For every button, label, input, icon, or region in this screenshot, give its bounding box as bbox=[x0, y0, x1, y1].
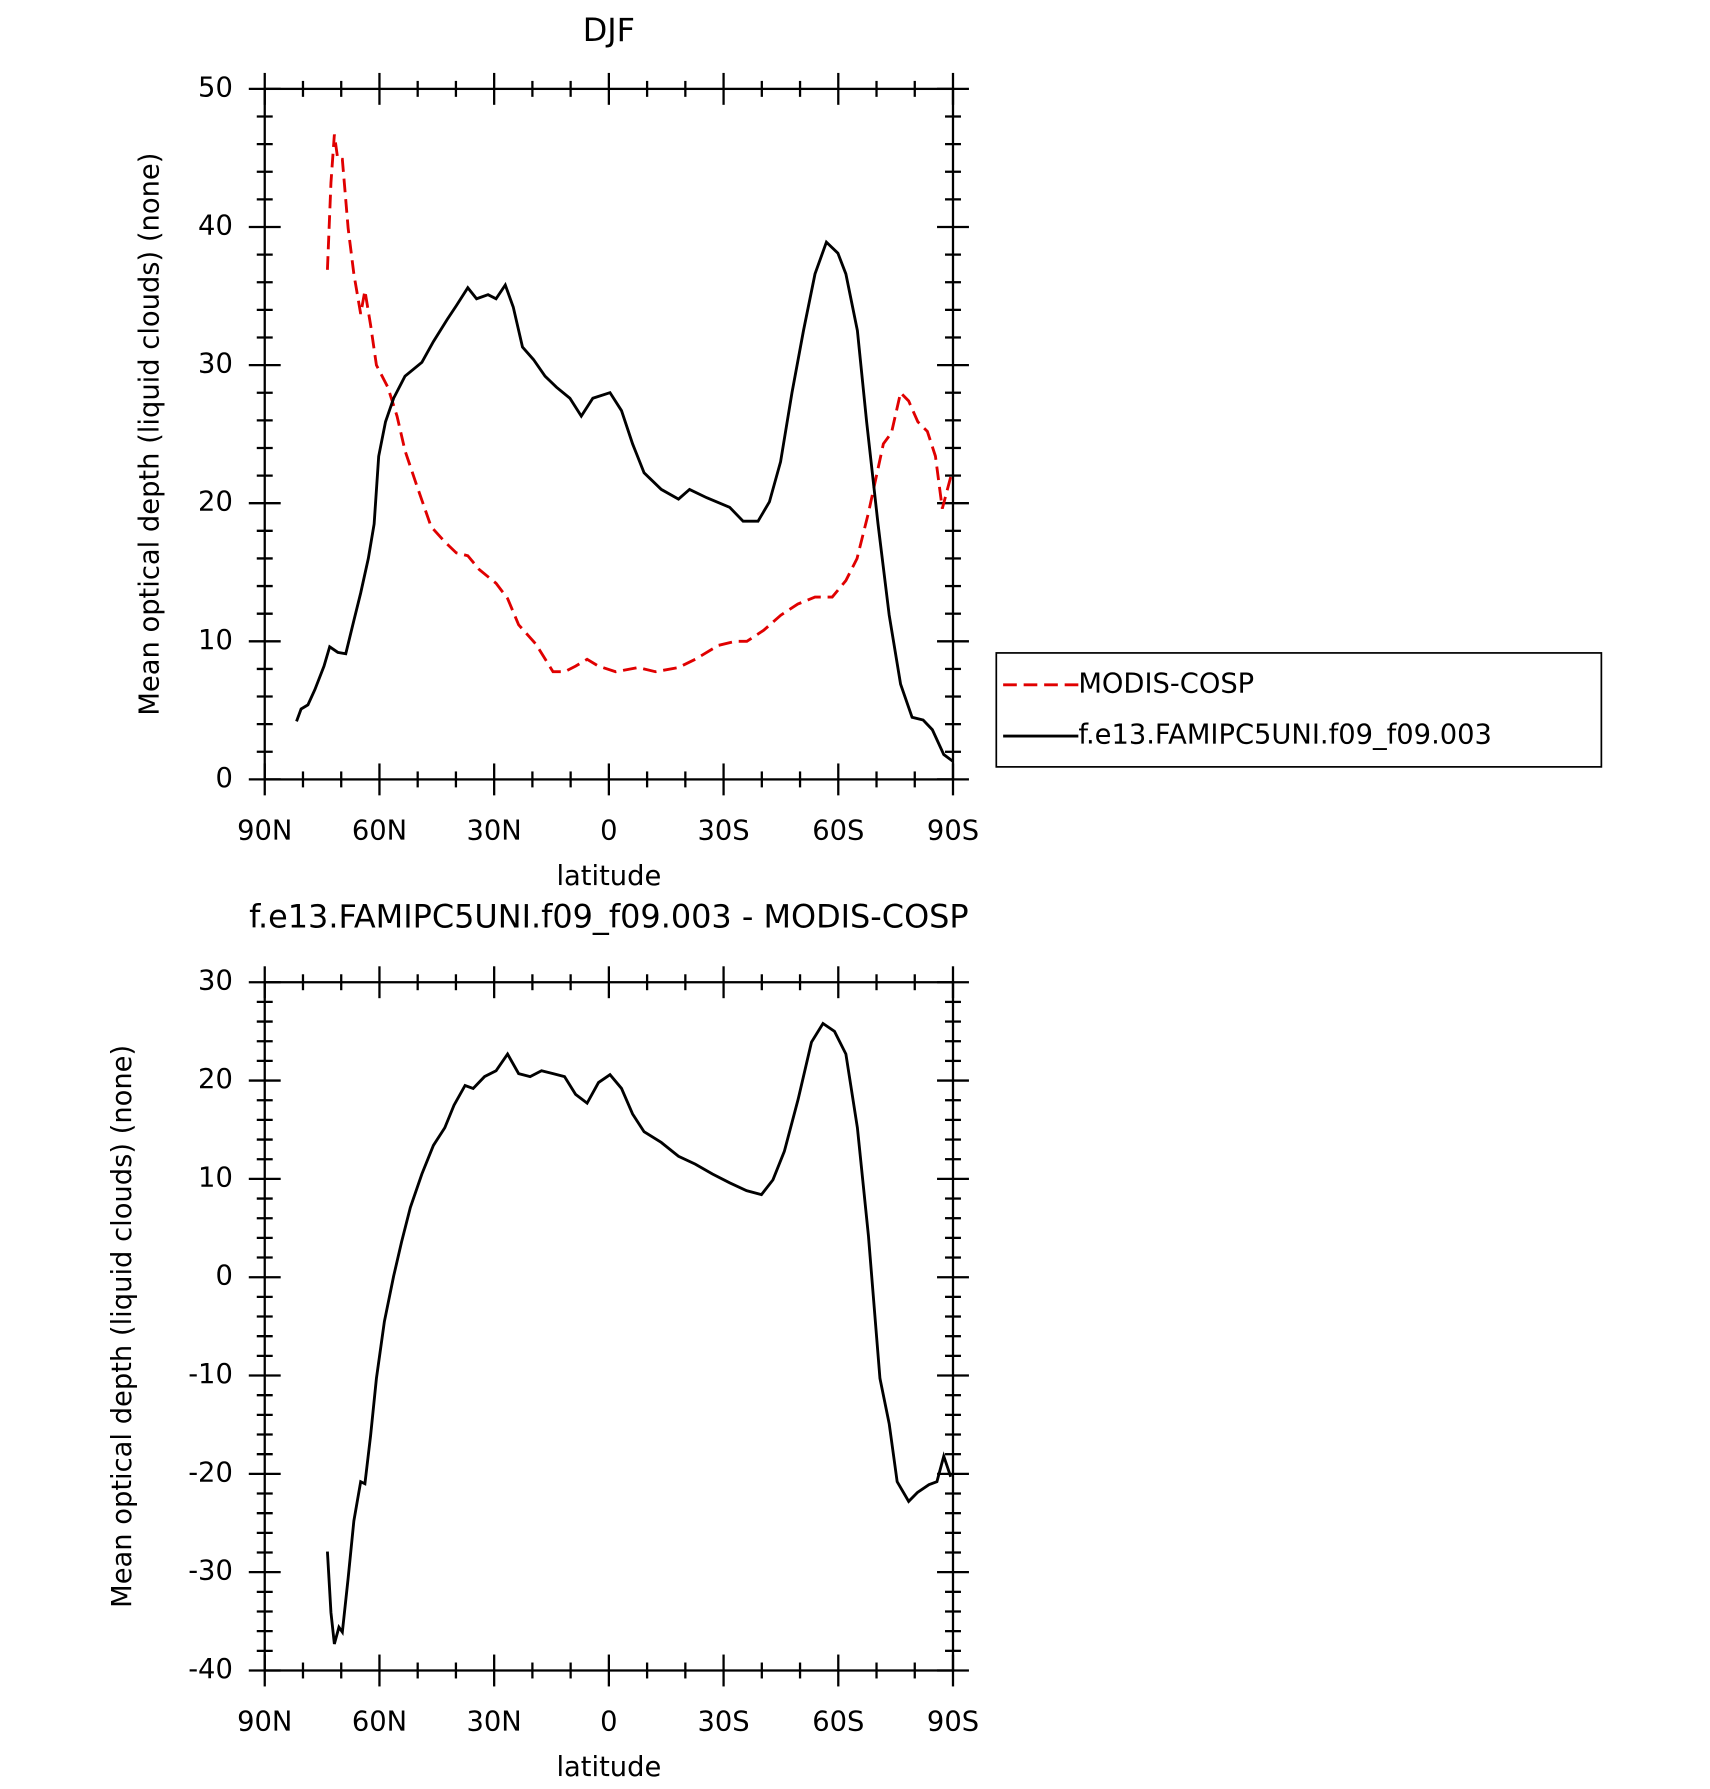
legend-label: MODIS-COSP bbox=[1078, 668, 1254, 699]
x-tick-label: 60N bbox=[352, 815, 407, 846]
legend-box bbox=[995, 652, 1603, 768]
y-tick-label: 10 bbox=[198, 1162, 233, 1193]
x-tick-label: 60S bbox=[812, 1706, 864, 1737]
y-tick-label: -20 bbox=[188, 1457, 233, 1488]
y-axis-label: Mean optical depth (liquid clouds) (none… bbox=[107, 1045, 138, 1608]
data-line bbox=[295, 239, 954, 763]
data-line bbox=[325, 1021, 953, 1645]
x-tick-label: 90S bbox=[927, 1706, 979, 1737]
x-tick-label: 60N bbox=[352, 1706, 407, 1737]
x-axis-label: latitude bbox=[556, 1752, 661, 1783]
chart-title: DJF bbox=[583, 11, 635, 49]
x-tick-label: 90N bbox=[237, 815, 292, 846]
y-axis-label: Mean optical depth (liquid clouds) (none… bbox=[134, 153, 165, 716]
y-tick-label: 10 bbox=[198, 625, 233, 656]
y-tick-label: 0 bbox=[215, 763, 232, 794]
legend-label: f.e13.FAMIPC5UNI.f09_f09.003 bbox=[1078, 720, 1492, 751]
plot-frame bbox=[263, 87, 955, 781]
y-tick-label: 0 bbox=[215, 1261, 232, 1292]
chart-title: f.e13.FAMIPC5UNI.f09_f09.003 - MODIS-COS… bbox=[249, 897, 969, 935]
data-line bbox=[325, 134, 953, 674]
y-tick-label: 20 bbox=[198, 487, 233, 518]
x-axis-label: latitude bbox=[556, 861, 661, 892]
y-tick-label: 40 bbox=[198, 210, 233, 241]
y-tick-label: 50 bbox=[198, 72, 233, 103]
x-tick-label: 60S bbox=[812, 815, 864, 846]
y-tick-label: -40 bbox=[188, 1654, 233, 1685]
x-tick-label: 90S bbox=[927, 815, 979, 846]
y-tick-label: 30 bbox=[198, 966, 233, 997]
y-tick-label: -10 bbox=[188, 1359, 233, 1390]
x-tick-label: 0 bbox=[600, 815, 617, 846]
x-tick-label: 30S bbox=[698, 1706, 750, 1737]
x-tick-label: 30N bbox=[467, 815, 522, 846]
y-tick-label: 20 bbox=[198, 1064, 233, 1095]
x-tick-label: 0 bbox=[600, 1706, 617, 1737]
y-tick-label: 30 bbox=[198, 349, 233, 380]
y-tick-label: -30 bbox=[188, 1556, 233, 1587]
x-tick-label: 30S bbox=[698, 815, 750, 846]
x-tick-label: 30N bbox=[467, 1706, 522, 1737]
x-tick-label: 90N bbox=[237, 1706, 292, 1737]
